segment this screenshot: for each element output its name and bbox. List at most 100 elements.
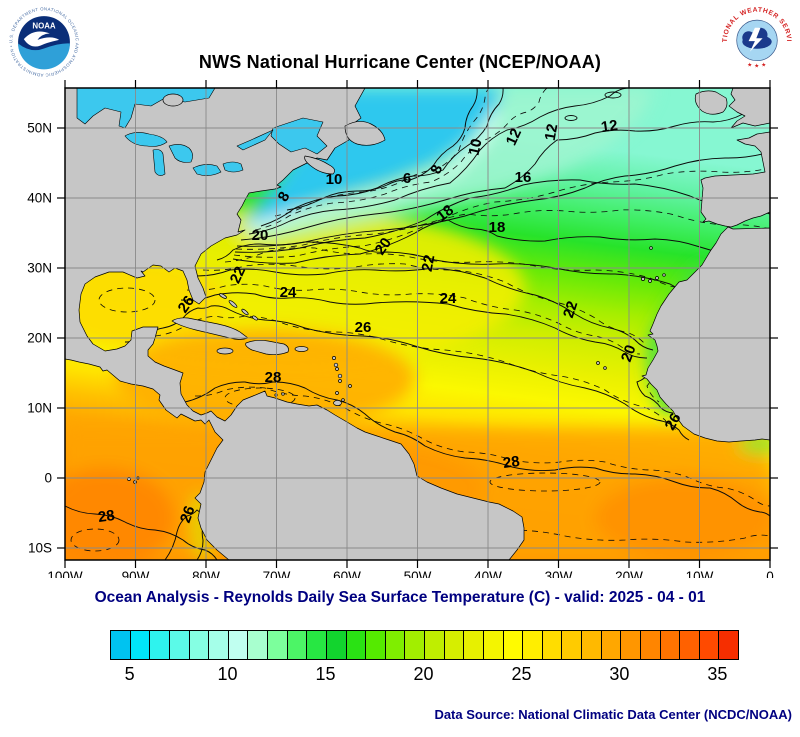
colorbar-cell	[169, 631, 190, 659]
great-britain	[728, 88, 770, 129]
isotherm-label: 10	[326, 171, 343, 188]
colorbar	[110, 630, 739, 660]
colorbar-cell	[130, 631, 151, 659]
colorbar-cell	[209, 631, 229, 659]
nws-lightning-icon	[748, 27, 763, 52]
colorbar-cell	[366, 631, 386, 659]
colorbar-cell	[542, 631, 563, 659]
gulf-of-st-lawrence	[236, 117, 328, 155]
colorbar-cell	[562, 631, 582, 659]
colorbar-tick-label: 10	[217, 664, 238, 684]
lat-label: 40N	[27, 191, 52, 206]
isotherm-line	[254, 88, 548, 231]
ireland	[694, 90, 728, 115]
colorbar-cell	[189, 631, 210, 659]
isotherm-label: 22	[419, 254, 439, 273]
isotherm-line	[236, 151, 770, 247]
isotherm-line	[564, 115, 578, 121]
hudson-island	[162, 93, 184, 107]
lat-label: 0	[44, 471, 52, 486]
nws-stars: ★ ★ ★	[747, 61, 766, 69]
noaa-logo: NATIONAL OCEANIC AND ATMOSPHERIC ADMINIS…	[8, 6, 80, 78]
isotherm-line	[70, 528, 120, 552]
isotherm-label: 12	[542, 123, 562, 142]
latitude-axis: 50N 40N 30N 20N 10N 0 10S	[27, 121, 52, 556]
caribbean-islands	[171, 317, 352, 406]
lon-label: 0	[766, 569, 774, 578]
isotherm-line	[286, 88, 478, 211]
nova-scotia	[304, 155, 335, 175]
isotherm-line	[164, 509, 206, 560]
colorbar-cell	[640, 631, 661, 659]
lon-label: 40W	[474, 569, 502, 578]
bahamas	[219, 293, 258, 321]
colorbar-tick-label: 25	[511, 664, 532, 684]
newfoundland	[344, 121, 386, 146]
lat-label: 50N	[27, 121, 52, 136]
isotherm-line	[248, 88, 628, 235]
isotherm-line	[234, 179, 770, 253]
lat-label: 20N	[27, 331, 52, 346]
noaa-gull-icon	[23, 31, 60, 47]
isotherm-line	[154, 315, 678, 431]
colorbar-cell	[326, 631, 347, 659]
americas-landmass	[65, 88, 525, 560]
lon-label: 80W	[192, 569, 220, 578]
lon-label: 10W	[686, 569, 714, 578]
isotherm-label: 28	[97, 507, 116, 526]
great-lakes	[124, 132, 244, 176]
grid-lines	[65, 88, 770, 560]
lon-label: 60W	[333, 569, 361, 578]
isotherm-label: 20	[618, 343, 640, 364]
isotherm-line	[180, 292, 648, 359]
colorbar-tick-label: 30	[609, 664, 630, 684]
colorbar-cell	[464, 631, 484, 659]
lat-label: 10N	[27, 401, 52, 416]
africa	[641, 226, 770, 443]
isotherm-label: 26	[662, 410, 685, 433]
isotherm-label: 22	[227, 264, 249, 286]
isotherm-label: 18	[489, 219, 506, 236]
map-caption: Ocean Analysis - Reynolds Daily Sea Surf…	[94, 589, 706, 606]
colorbar-cell	[405, 631, 425, 659]
colorbar-cell	[483, 631, 504, 659]
colorbar-cell	[385, 631, 406, 659]
colorbar-cell	[287, 631, 308, 659]
colorbar-cell	[680, 631, 700, 659]
france-iberia	[700, 131, 770, 228]
lon-label: 90W	[122, 569, 150, 578]
longitude-axis: 100W 90W 80W 70W 60W 50W 40W 30W 20W 10W 0	[47, 569, 773, 578]
isotherm-line	[260, 88, 504, 227]
isotherm-line	[194, 386, 770, 507]
colorbar-cell	[621, 631, 641, 659]
isotherm-label: 28	[265, 369, 282, 386]
lon-label: 30W	[545, 569, 573, 578]
isotherm-line	[489, 472, 601, 492]
isotherm-label: 18	[433, 202, 457, 226]
colorbar-cell	[660, 631, 681, 659]
colorbar-cell	[699, 631, 720, 659]
isotherm-label: 26	[177, 504, 199, 525]
colorbar-cell	[150, 631, 170, 659]
colorbar-cell	[248, 631, 268, 659]
colorbar-cell	[346, 631, 367, 659]
noaa-logo-sea	[18, 43, 70, 70]
isotherm-line	[202, 263, 646, 345]
isotherm-label: 6	[403, 170, 411, 187]
noaa-logo-label: NOAA	[32, 21, 56, 30]
isotherm-label: 12	[600, 117, 619, 136]
colorbar-ticks: 5 10 15 20 25 30 35	[0, 664, 800, 690]
colorbar-cell	[111, 631, 131, 659]
lon-label: 100W	[47, 569, 83, 578]
colorbar-tick-label: 15	[315, 664, 336, 684]
isotherm-line	[98, 287, 156, 313]
isotherm-line	[184, 381, 770, 517]
isotherm-label: 20	[372, 235, 395, 258]
isotherm-label: 12	[503, 126, 525, 148]
svg-text:★: ★	[747, 61, 752, 68]
isotherm-label: 16	[515, 169, 532, 186]
colorbar-cell	[582, 631, 602, 659]
colorbar-cell	[601, 631, 622, 659]
isotherm-label: 28	[502, 453, 521, 472]
